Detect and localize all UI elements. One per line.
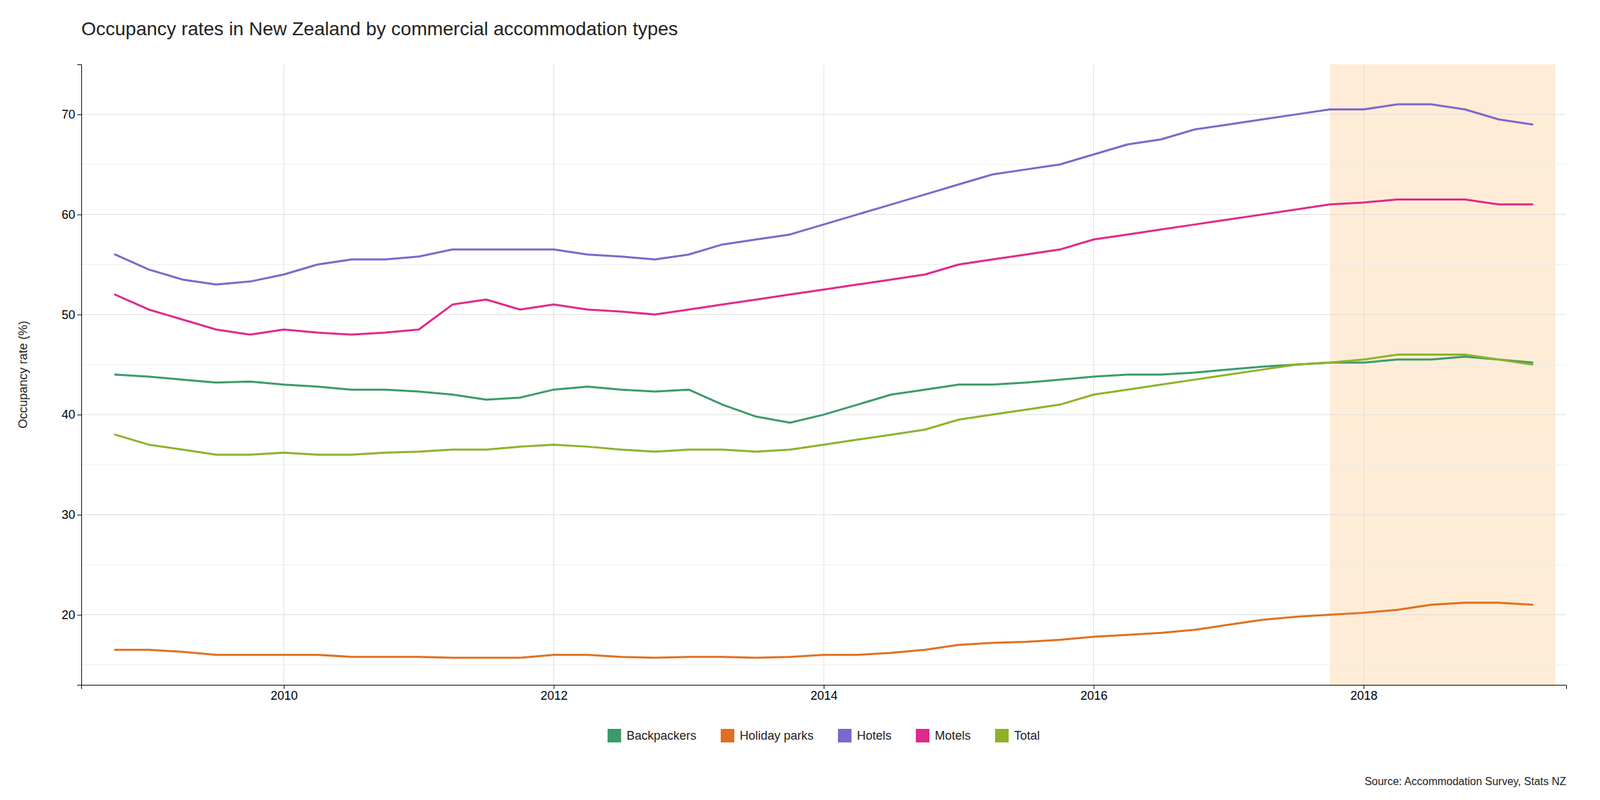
legend-item: Motels (915, 728, 971, 743)
y-tick: 30 (61, 508, 82, 522)
grid (81, 64, 1567, 685)
y-tick-mark (77, 114, 82, 116)
y-axis: 20 30 40 50 60 70 (61, 65, 82, 686)
chart: 2010 2012 2014 2016 2018 20 30 40 50 60 70 Occupanc… (0, 0, 1600, 800)
y-tick-label: 30 (61, 508, 76, 522)
legend-swatch (720, 728, 735, 743)
legend-item: Holiday parks (720, 728, 814, 743)
y-tick-label: 60 (61, 207, 76, 222)
legend-swatch (915, 728, 930, 743)
y-tick: 40 (61, 407, 82, 422)
legend-label: Total (1014, 728, 1040, 743)
y-tick-mark (77, 214, 82, 216)
legend-label: Holiday parks (739, 728, 814, 743)
series-line (115, 354, 1533, 455)
series-line (115, 104, 1533, 285)
y-tick: 50 (61, 308, 82, 322)
legend-label: Backpackers (626, 728, 697, 743)
y-tick-mark (77, 314, 82, 315)
x-tick-label: 2012 (540, 688, 568, 703)
y-tick-label: 70 (61, 107, 76, 122)
y-tick-mark (77, 514, 82, 516)
x-tick: 2014 (810, 684, 838, 703)
y-tick: 60 (61, 207, 82, 222)
legend-item: Total (995, 728, 1040, 743)
legend-item: Hotels (837, 728, 892, 743)
x-axis: 2010 2012 2014 2016 2018 (81, 684, 1567, 703)
source-note: Source: Accommodation Survey, Stats NZ (1364, 775, 1567, 788)
grid-line (823, 64, 825, 685)
legend: Backpackers Holiday parks Hotels Motels Tota… (607, 728, 1040, 743)
x-tick: 2018 (1350, 684, 1378, 703)
legend-swatch (837, 728, 852, 743)
y-tick: 70 (61, 107, 82, 122)
x-tick: 2016 (1080, 684, 1108, 703)
title: Occupancy rates in New Zealand by commer… (81, 18, 679, 40)
y-tick-mark (77, 615, 82, 616)
y-tick-label: 20 (61, 608, 76, 622)
y-axis-line (77, 65, 82, 686)
legend-swatch (607, 728, 622, 743)
series-line (115, 199, 1533, 334)
background (0, 0, 1600, 800)
grid-line (553, 64, 555, 685)
grid-line (1093, 64, 1094, 685)
y-tick-label: 40 (61, 407, 76, 422)
legend-swatch (995, 728, 1009, 743)
y-tick-mark (77, 414, 82, 416)
y-tick-label: 50 (61, 308, 76, 322)
series-line (115, 356, 1533, 423)
x-tick: 2010 (270, 684, 298, 703)
legend-item: Backpackers (607, 728, 697, 743)
plot-area (115, 104, 1533, 658)
shade-layer (1329, 64, 1556, 685)
shaded-region (1329, 64, 1556, 685)
grid-line (1363, 64, 1365, 685)
legend-label: Motels (934, 728, 971, 743)
y-tick: 20 (61, 608, 82, 622)
grid-line (283, 64, 284, 685)
legend-label: Hotels (856, 728, 892, 743)
y-axis-title: Occupancy rate (%) (16, 320, 30, 429)
x-tick-label: 2018 (1350, 688, 1378, 703)
x-tick-label: 2016 (1080, 688, 1108, 703)
x-tick-label: 2010 (270, 688, 298, 703)
x-tick: 2012 (540, 684, 568, 703)
series-line (115, 602, 1533, 658)
x-tick-label: 2014 (810, 688, 838, 703)
